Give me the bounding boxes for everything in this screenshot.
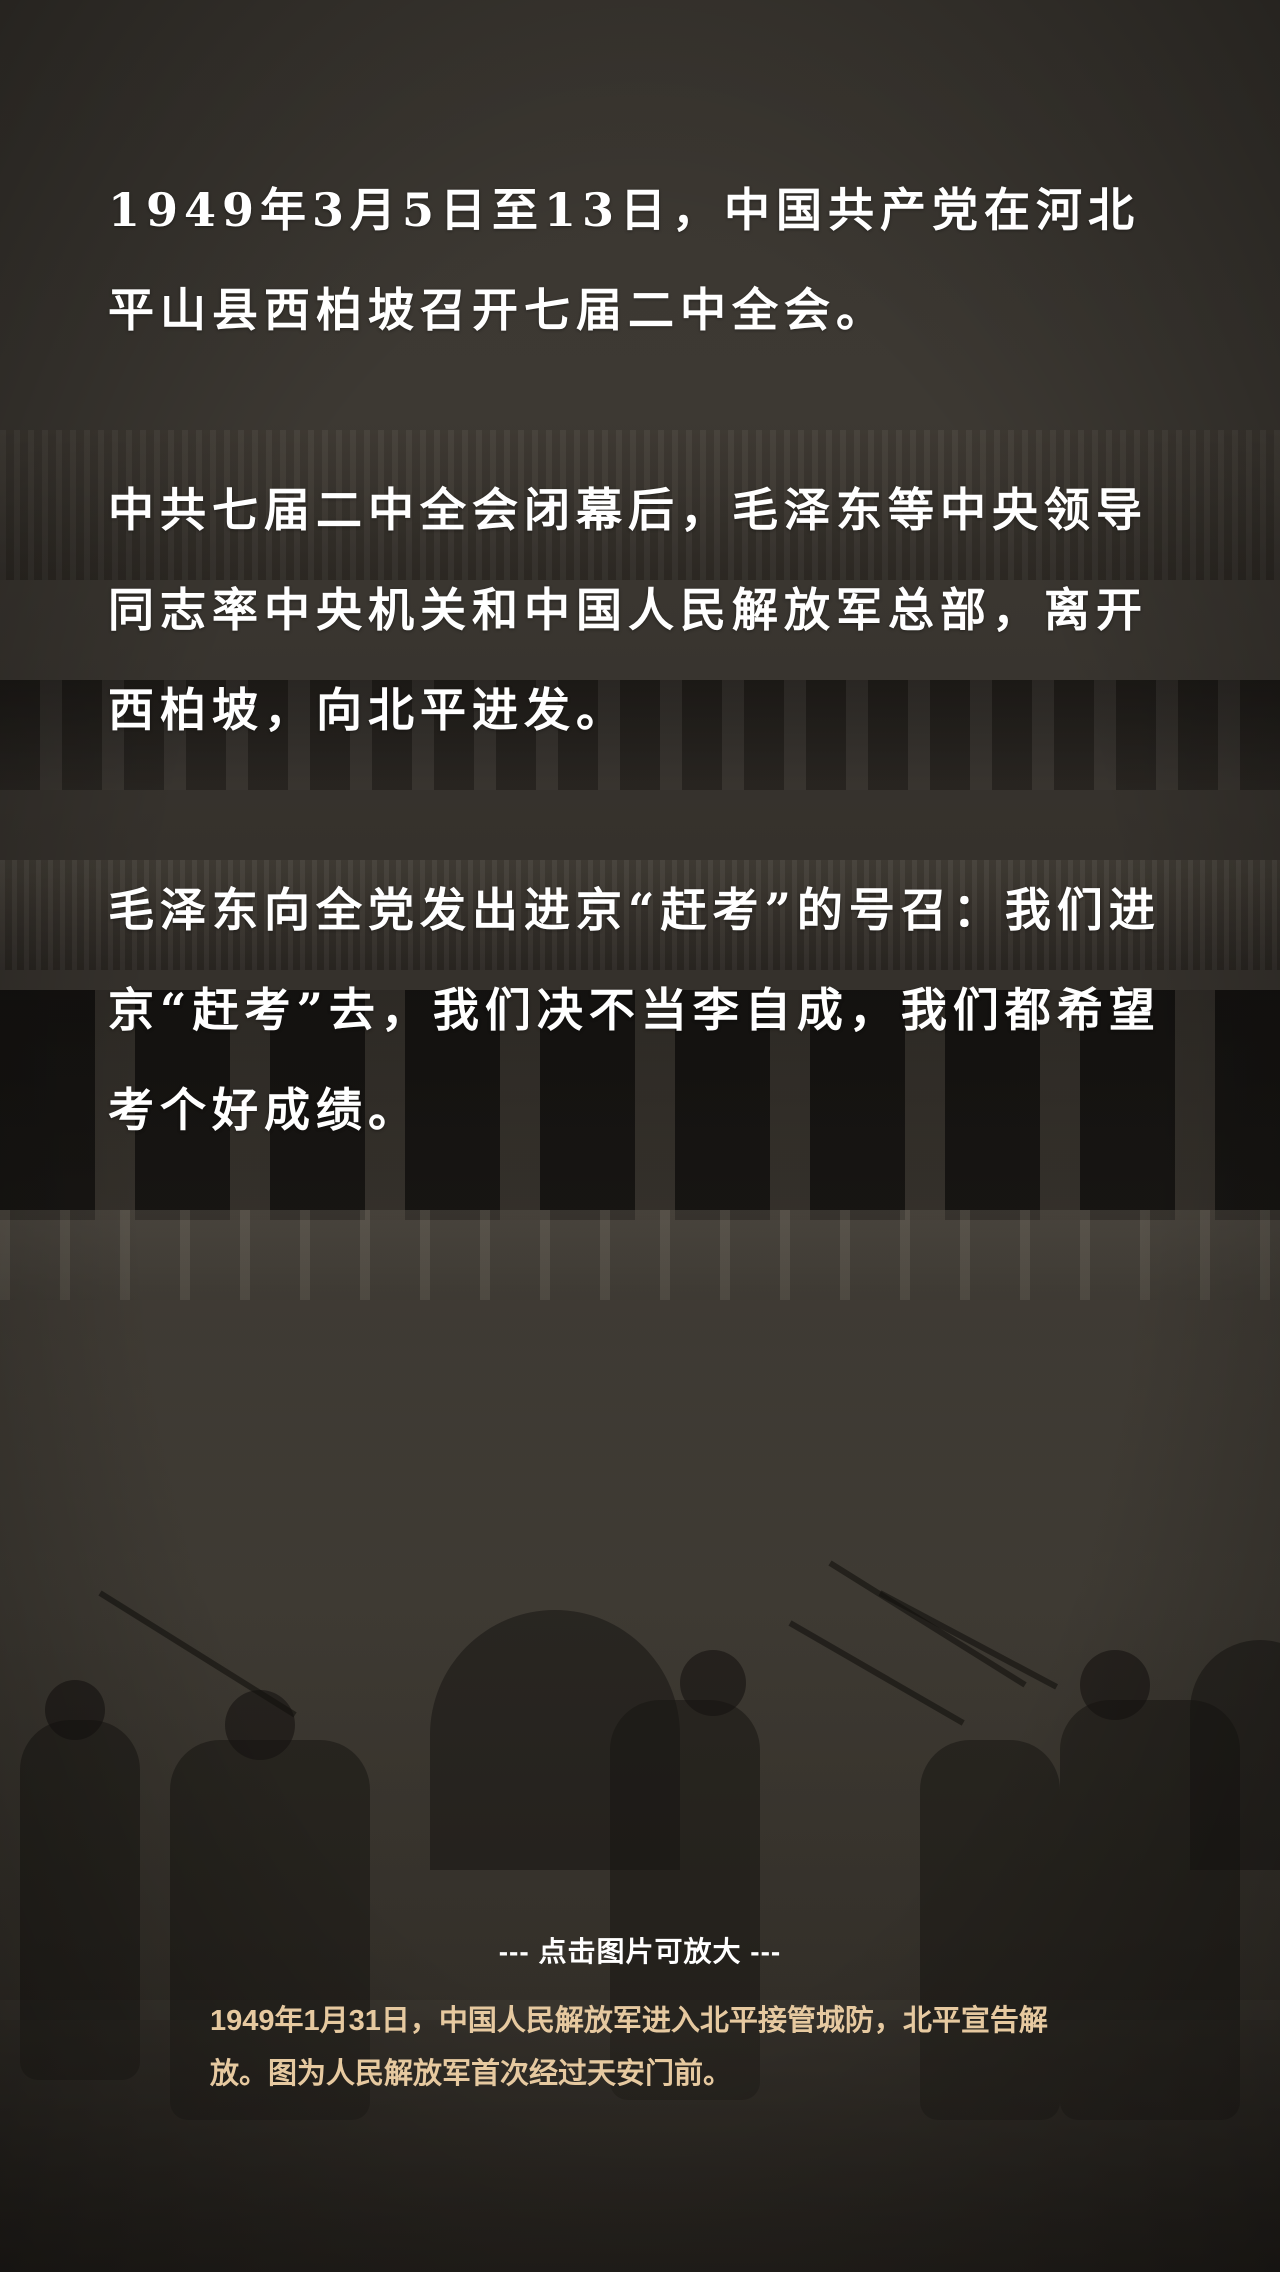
bg-soldier-head (225, 1690, 295, 1760)
paragraph: 中共七届二中全会闭幕后，毛泽东等中央领导同志率中央机关和中国人民解放军总部，离开… (108, 483, 1148, 737)
zoom-hint: --- 点击图片可放大 --- (498, 1936, 782, 1967)
bg-gate-lower-roof (0, 860, 1280, 970)
paragraph: 1949年3月5日至13日，中国共产党在河北平山县西柏坡召开七届二中全会。 (108, 183, 1141, 337)
bg-balustrade (0, 1210, 1280, 1300)
photo-caption: 1949年1月31日，中国人民解放军进入北平接管城防，北平宣告解放。图为人民解放… (210, 2005, 1048, 2090)
bg-ground (0, 2020, 1280, 2272)
bg-gate-eave (0, 680, 1280, 790)
bg-soldier-head (680, 1650, 746, 1716)
bg-soldier-head (1080, 1650, 1150, 1720)
bg-gate-columns (0, 990, 1280, 1220)
paragraph: 毛泽东向全党发出进京“赶考”的号召：我们进京“赶考”去，我们决不当李自成，我们都… (108, 883, 1161, 1137)
bg-gate-roof (0, 430, 1280, 580)
bg-soldier-head (45, 1680, 105, 1740)
